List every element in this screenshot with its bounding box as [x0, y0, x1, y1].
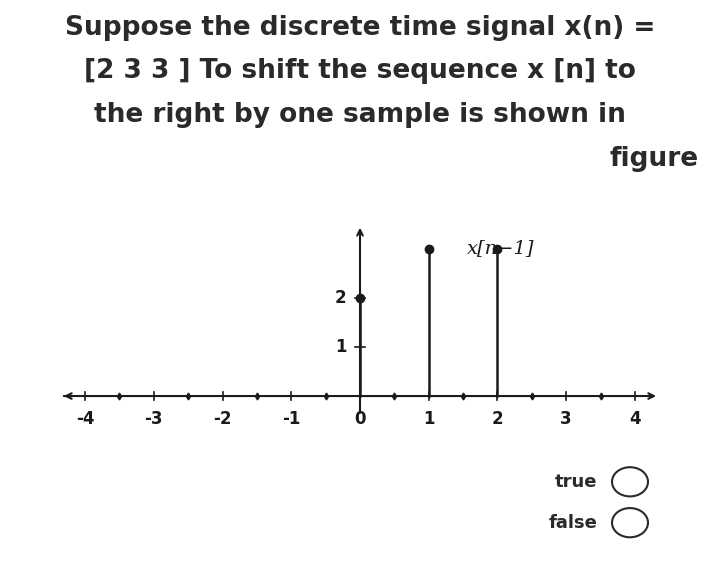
Text: 3: 3	[560, 410, 572, 427]
Text: 2: 2	[335, 289, 346, 307]
Text: 4: 4	[629, 410, 641, 427]
Text: the right by one sample is shown in: the right by one sample is shown in	[94, 102, 626, 128]
Text: -1: -1	[282, 410, 300, 427]
Text: figure: figure	[609, 146, 698, 172]
Text: 1: 1	[423, 410, 434, 427]
Text: -4: -4	[76, 410, 94, 427]
Text: 1: 1	[335, 338, 346, 356]
Text: true: true	[555, 473, 598, 491]
Text: Suppose the discrete time signal x(n) =: Suppose the discrete time signal x(n) =	[65, 15, 655, 41]
Text: -3: -3	[145, 410, 163, 427]
Text: 0: 0	[354, 410, 366, 427]
Text: [2 3 3 ] To shift the sequence x [n] to: [2 3 3 ] To shift the sequence x [n] to	[84, 58, 636, 85]
Text: x[n−1]: x[n−1]	[467, 239, 534, 257]
Text: false: false	[549, 514, 598, 531]
Text: -2: -2	[213, 410, 232, 427]
Text: 2: 2	[492, 410, 503, 427]
